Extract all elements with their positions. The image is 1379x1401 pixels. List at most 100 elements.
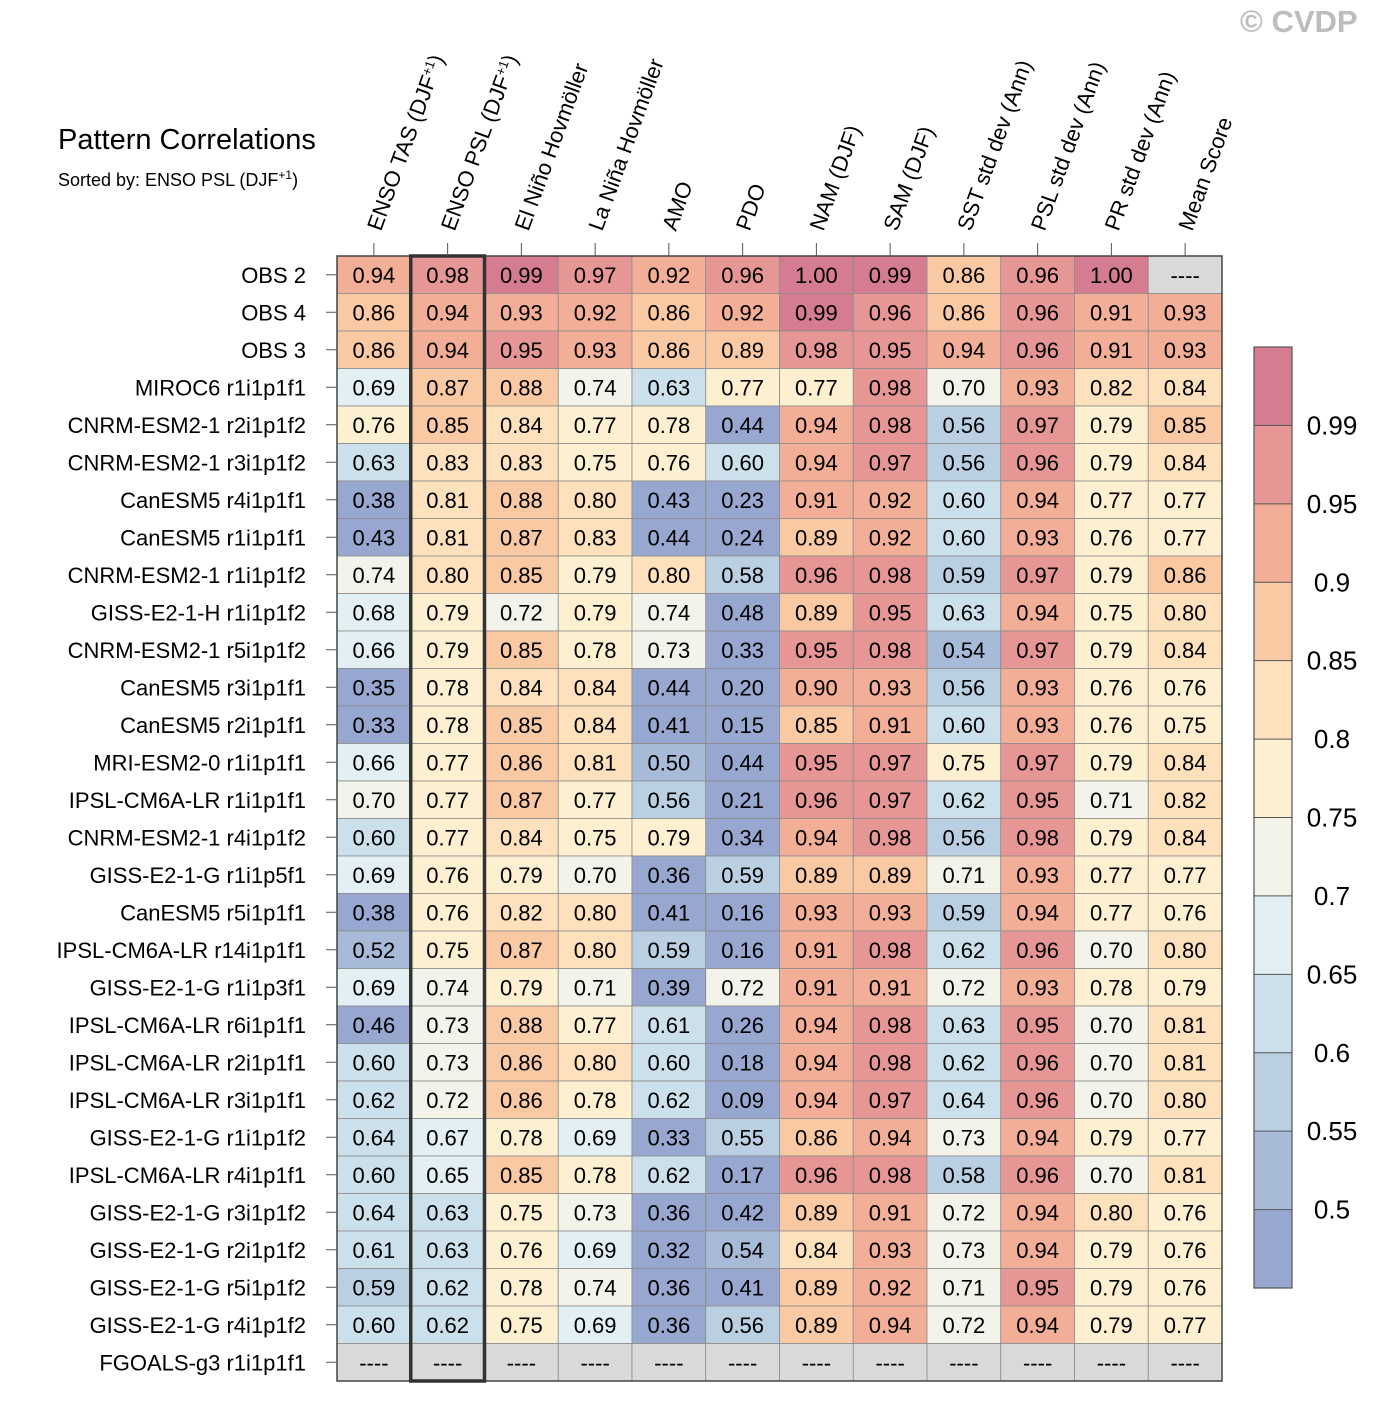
heatmap-cell: [484, 518, 559, 557]
heatmap-cell: [705, 1155, 780, 1194]
heatmap-cell: [484, 1080, 559, 1119]
cell-value-label: 0.77: [1164, 525, 1207, 550]
heatmap-cell: [705, 780, 780, 819]
cell-value-label: 0.97: [869, 788, 912, 813]
cell-value-label: 0.69: [352, 863, 395, 888]
heatmap-cell: [631, 893, 707, 932]
heatmap-cell: [852, 630, 928, 669]
heatmap-cell: [926, 480, 1002, 519]
cell-value-label: 0.97: [869, 750, 912, 775]
row-label: OBS 3: [241, 338, 306, 363]
row-label: CanESM5 r5i1p1f1: [120, 900, 306, 925]
cell-value-label: 0.76: [1164, 1238, 1207, 1263]
heatmap-cell: [1000, 818, 1075, 857]
colorbar-segment: [1254, 895, 1292, 975]
heatmap-cell: [705, 893, 780, 932]
heatmap-cell: [705, 668, 780, 707]
heatmap-cell: [926, 930, 1002, 969]
colorbar-tick-label: 0.6: [1314, 1038, 1350, 1068]
cell-value-label: 0.95: [1016, 1275, 1059, 1300]
cell-value-label: 0.86: [352, 338, 395, 363]
cell-value-label: 0.77: [721, 375, 764, 400]
cell-value-label: 0.84: [574, 675, 617, 700]
row-label: GISS-E2-1-G r3i1p1f2: [90, 1200, 306, 1225]
heatmap-cell: [1147, 255, 1223, 294]
heatmap-cell: [852, 330, 928, 369]
heatmap-cell: [705, 818, 780, 857]
row-label: GISS-E2-1-G r5i1p1f2: [90, 1275, 306, 1300]
heatmap-cell: [852, 1080, 928, 1119]
heatmap-cell: [336, 405, 412, 444]
colorbar-tick-label: 0.5: [1314, 1195, 1350, 1225]
cell-value-label: 0.96: [795, 1163, 838, 1188]
cell-value-label: 0.32: [647, 1238, 690, 1263]
cell-value-label: 0.60: [352, 1163, 395, 1188]
heatmap-cell: [336, 480, 412, 519]
cell-value-label: 0.99: [500, 263, 543, 288]
heatmap-cell: [1000, 780, 1075, 819]
cell-value-label: 0.24: [721, 525, 764, 550]
cell-value-label: ----: [1170, 263, 1199, 288]
cell-value-label: 0.77: [426, 750, 469, 775]
cell-value-label: 0.88: [500, 375, 543, 400]
cell-value-label: 0.43: [352, 525, 395, 550]
cell-value-label: 0.34: [721, 825, 764, 850]
cell-value-label: ----: [1097, 1350, 1126, 1375]
cell-value-label: 0.79: [426, 638, 469, 663]
heatmap-cell: [926, 1005, 1002, 1044]
row-label: CNRM-ESM2-1 r3i1p1f2: [68, 450, 306, 475]
cell-value-label: 0.33: [647, 1125, 690, 1150]
heatmap-cell: [1074, 480, 1149, 519]
heatmap-cell: [1074, 1118, 1149, 1157]
heatmap-cell: [926, 743, 1002, 782]
heatmap-cell: [926, 1230, 1002, 1269]
heatmap-cell: [705, 1268, 780, 1307]
heatmap-cell: [1000, 1268, 1075, 1307]
cell-value-label: 0.75: [1164, 713, 1207, 738]
cell-value-label: 0.84: [1164, 750, 1207, 775]
heatmap-cell: [705, 1005, 780, 1044]
heatmap-cell: [410, 705, 485, 744]
cell-value-label: 0.79: [1090, 1275, 1133, 1300]
cell-value-label: 0.62: [647, 1088, 690, 1113]
cell-value-label: 0.76: [1090, 675, 1133, 700]
cell-value-label: 0.67: [426, 1125, 469, 1150]
heatmap-cell: [631, 293, 707, 332]
heatmap-cell: [1074, 668, 1149, 707]
heatmap-cell: [926, 255, 1002, 294]
heatmap-cell: [705, 1118, 780, 1157]
cell-value-label: 0.60: [352, 825, 395, 850]
heatmap-cell: [852, 743, 928, 782]
row-label: GISS-E2-1-G r1i1p5f1: [90, 863, 306, 888]
heatmap-cell: [1074, 780, 1149, 819]
cell-value-label: 0.86: [352, 300, 395, 325]
cell-value-label: 0.77: [574, 788, 617, 813]
cell-value-label: 0.95: [869, 600, 912, 625]
cell-value-label: 0.93: [1016, 675, 1059, 700]
heatmap-cell: [410, 630, 485, 669]
cell-value-label: 0.84: [500, 825, 543, 850]
cell-value-label: 0.79: [574, 600, 617, 625]
cell-value-label: 0.94: [1016, 600, 1059, 625]
row-label: MRI-ESM2-0 r1i1p1f1: [93, 750, 306, 775]
heatmap-cell: [631, 705, 707, 744]
heatmap-cell: [926, 668, 1002, 707]
cell-value-label: 0.63: [352, 450, 395, 475]
colorbar-segment: [1254, 1052, 1292, 1132]
cell-value-label: 0.79: [426, 600, 469, 625]
heatmap-cell: [1000, 480, 1075, 519]
cell-value-label: 0.36: [647, 863, 690, 888]
heatmap-cell: [1147, 405, 1223, 444]
cell-value-label: 0.58: [721, 563, 764, 588]
heatmap-cell: [705, 405, 780, 444]
cell-value-label: 0.72: [500, 600, 543, 625]
cell-value-label: ----: [728, 1350, 757, 1375]
heatmap-cell: [557, 1080, 633, 1119]
cell-value-label: 0.95: [795, 750, 838, 775]
cvdp-watermark: © CVDP: [1240, 4, 1358, 39]
cell-value-label: 0.73: [942, 1125, 985, 1150]
cell-value-label: 0.79: [1164, 975, 1207, 1000]
cell-value-label: 0.85: [500, 1163, 543, 1188]
cell-value-label: ----: [433, 1350, 462, 1375]
cell-value-label: 0.71: [942, 863, 985, 888]
